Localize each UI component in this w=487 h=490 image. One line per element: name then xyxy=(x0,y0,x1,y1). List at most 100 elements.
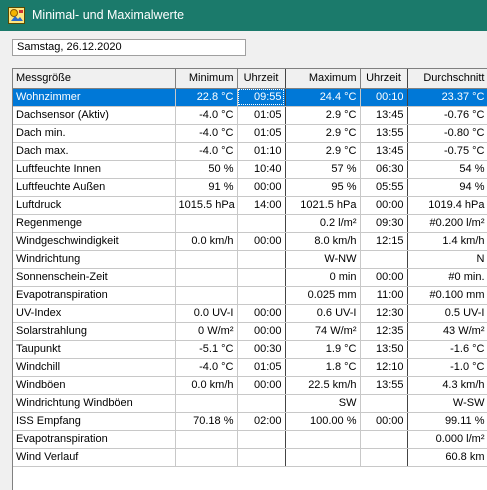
cell-min-time: 00:00 xyxy=(237,304,286,323)
cell-max-time: 05:55 xyxy=(360,178,408,197)
header-row: Messgröße Minimum Uhrzeit Maximum Uhrzei… xyxy=(13,69,487,89)
column-header-max-time[interactable]: Uhrzeit xyxy=(360,69,408,89)
table-row[interactable]: Windgeschwindigkeit 0.0 km/h 00:00 8.0 km/h… xyxy=(13,232,487,251)
cell-messgroesse: Windchill xyxy=(13,358,176,377)
cell-min-time: 00:30 xyxy=(237,340,286,359)
table-row[interactable]: Dachsensor (Aktiv) -4.0 °C 01:05 2.9 °C 13:4… xyxy=(13,106,487,125)
app-icon xyxy=(8,7,25,24)
table-row[interactable]: Windböen 0.0 km/h 00:00 22.5 km/h 13:55 4.3 k… xyxy=(13,376,487,395)
table-row[interactable]: Evapotranspiration 0.000 l/m² xyxy=(13,430,487,449)
cell-durchschnitt: -1.0 °C xyxy=(407,358,487,377)
table-row[interactable]: Luftdruck 1015.5 hPa 14:00 1021.5 hPa 00:00 1… xyxy=(13,196,487,215)
column-header-maximum[interactable]: Maximum xyxy=(285,69,361,89)
cell-maximum: 1.8 °C xyxy=(285,358,361,377)
cell-minimum xyxy=(175,430,238,449)
cell-messgroesse: Luftdruck xyxy=(13,196,176,215)
cell-messgroesse: Dach min. xyxy=(13,124,176,143)
table-row[interactable]: Dach max. -4.0 °C 01:10 2.9 °C 13:45 -0.75 °C xyxy=(13,142,487,161)
cell-durchschnitt: #0.200 l/m² xyxy=(407,214,487,233)
cell-durchschnitt: 1.4 km/h xyxy=(407,232,487,251)
cell-durchschnitt: 60.8 km xyxy=(407,448,487,467)
cell-minimum xyxy=(175,214,238,233)
cell-maximum: SW xyxy=(285,394,361,413)
cell-durchschnitt: 43 W/m² xyxy=(407,322,487,341)
table-row[interactable]: UV-Index 0.0 UV-I 00:00 0.6 UV-I 12:30 0.5 UV… xyxy=(13,304,487,323)
cell-min-time xyxy=(237,214,286,233)
table-row[interactable]: Dach min. -4.0 °C 01:05 2.9 °C 13:55 -0.80 °C xyxy=(13,124,487,143)
cell-messgroesse: Dach max. xyxy=(13,142,176,161)
cell-max-time: 13:50 xyxy=(360,340,408,359)
cell-minimum: -4.0 °C xyxy=(175,106,238,125)
cell-durchschnitt: 4.3 km/h xyxy=(407,376,487,395)
table-row[interactable]: Solarstrahlung 0 W/m² 00:00 74 W/m² 12:35 43 … xyxy=(13,322,487,341)
cell-maximum xyxy=(285,448,361,467)
cell-min-time xyxy=(237,286,286,305)
cell-maximum: 24.4 °C xyxy=(285,88,361,107)
cell-durchschnitt: 54 % xyxy=(407,160,487,179)
cell-durchschnitt: 23.37 °C xyxy=(407,88,487,107)
table-row[interactable]: Wohnzimmer 22.8 °C 09:55 24.4 °C 00:10 23.37 … xyxy=(13,88,487,107)
cell-minimum: 70.18 % xyxy=(175,412,238,431)
cell-maximum xyxy=(285,430,361,449)
cell-messgroesse: ISS Empfang xyxy=(13,412,176,431)
table-row[interactable]: Luftfeuchte Außen 91 % 00:00 95 % 05:55 94 % xyxy=(13,178,487,197)
cell-max-time: 00:10 xyxy=(360,88,408,107)
column-header-messgroesse[interactable]: Messgröße xyxy=(13,69,176,89)
table-row[interactable]: Evapotranspiration 0.025 mm 11:00 #0.100 mm xyxy=(13,286,487,305)
cell-durchschnitt: W-SW xyxy=(407,394,487,413)
cell-messgroesse: Luftfeuchte Außen xyxy=(13,178,176,197)
table-row[interactable]: Sonnenschein-Zeit 0 min 00:00 #0 min. xyxy=(13,268,487,287)
cell-minimum xyxy=(175,448,238,467)
table-row[interactable]: Windchill -4.0 °C 01:05 1.8 °C 12:10 -1.0 °C xyxy=(13,358,487,377)
cell-min-time: 14:00 xyxy=(237,196,286,215)
cell-min-time: 01:05 xyxy=(237,358,286,377)
cell-minimum: -4.0 °C xyxy=(175,142,238,161)
cell-max-time: 00:00 xyxy=(360,268,408,287)
cell-minimum: 0.0 km/h xyxy=(175,232,238,251)
cell-durchschnitt: 0.000 l/m² xyxy=(407,430,487,449)
table-row[interactable]: Regenmenge 0.2 l/m² 09:30 #0.200 l/m² xyxy=(13,214,487,233)
cell-maximum: 57 % xyxy=(285,160,361,179)
cell-durchschnitt: -0.76 °C xyxy=(407,106,487,125)
cell-maximum: 1021.5 hPa xyxy=(285,196,361,215)
cell-min-time: 01:05 xyxy=(237,106,286,125)
values-grid[interactable]: Messgröße Minimum Uhrzeit Maximum Uhrzei… xyxy=(12,68,487,490)
cell-maximum: 0.6 UV-I xyxy=(285,304,361,323)
cell-min-time: 01:10 xyxy=(237,142,286,161)
title-bar[interactable]: Minimal- und Maximalwerte xyxy=(0,0,487,31)
column-header-minimum[interactable]: Minimum xyxy=(175,69,238,89)
table-row[interactable]: Luftfeuchte Innen 50 % 10:40 57 % 06:30 54 % xyxy=(13,160,487,179)
cell-minimum: 91 % xyxy=(175,178,238,197)
cell-minimum xyxy=(175,286,238,305)
column-header-durchschnitt[interactable]: Durchschnitt xyxy=(407,69,487,89)
cell-max-time xyxy=(360,448,408,467)
cell-maximum: 74 W/m² xyxy=(285,322,361,341)
cell-maximum: 0 min xyxy=(285,268,361,287)
cell-maximum: 0.025 mm xyxy=(285,286,361,305)
table-row[interactable]: Windrichtung Windböen SW W-SW xyxy=(13,394,487,413)
cell-minimum: 22.8 °C xyxy=(175,88,238,107)
cell-min-time: 00:00 xyxy=(237,322,286,341)
cell-durchschnitt: #0 min. xyxy=(407,268,487,287)
values-table: Messgröße Minimum Uhrzeit Maximum Uhrzei… xyxy=(13,69,487,467)
cell-minimum: 0.0 UV-I xyxy=(175,304,238,323)
cell-max-time: 11:00 xyxy=(360,286,408,305)
cell-maximum: 8.0 km/h xyxy=(285,232,361,251)
cell-messgroesse: UV-Index xyxy=(13,304,176,323)
cell-minimum: -4.0 °C xyxy=(175,358,238,377)
cell-maximum: W-NW xyxy=(285,250,361,269)
cell-minimum: 0.0 km/h xyxy=(175,376,238,395)
cell-durchschnitt: 0.5 UV-I xyxy=(407,304,487,323)
cell-max-time xyxy=(360,250,408,269)
cell-max-time: 13:55 xyxy=(360,124,408,143)
cell-min-time xyxy=(237,250,286,269)
table-row[interactable]: Taupunkt -5.1 °C 00:30 1.9 °C 13:50 -1.6 °C xyxy=(13,340,487,359)
cell-durchschnitt: -1.6 °C xyxy=(407,340,487,359)
table-row[interactable]: ISS Empfang 70.18 % 02:00 100.00 % 00:00 99.1… xyxy=(13,412,487,431)
column-header-min-time[interactable]: Uhrzeit xyxy=(237,69,286,89)
cell-max-time: 12:35 xyxy=(360,322,408,341)
table-row[interactable]: Wind Verlauf 60.8 km xyxy=(13,448,487,467)
date-field[interactable]: Samstag, 26.12.2020 xyxy=(12,39,246,56)
cell-messgroesse: Luftfeuchte Innen xyxy=(13,160,176,179)
table-row[interactable]: Windrichtung W-NW N xyxy=(13,250,487,269)
